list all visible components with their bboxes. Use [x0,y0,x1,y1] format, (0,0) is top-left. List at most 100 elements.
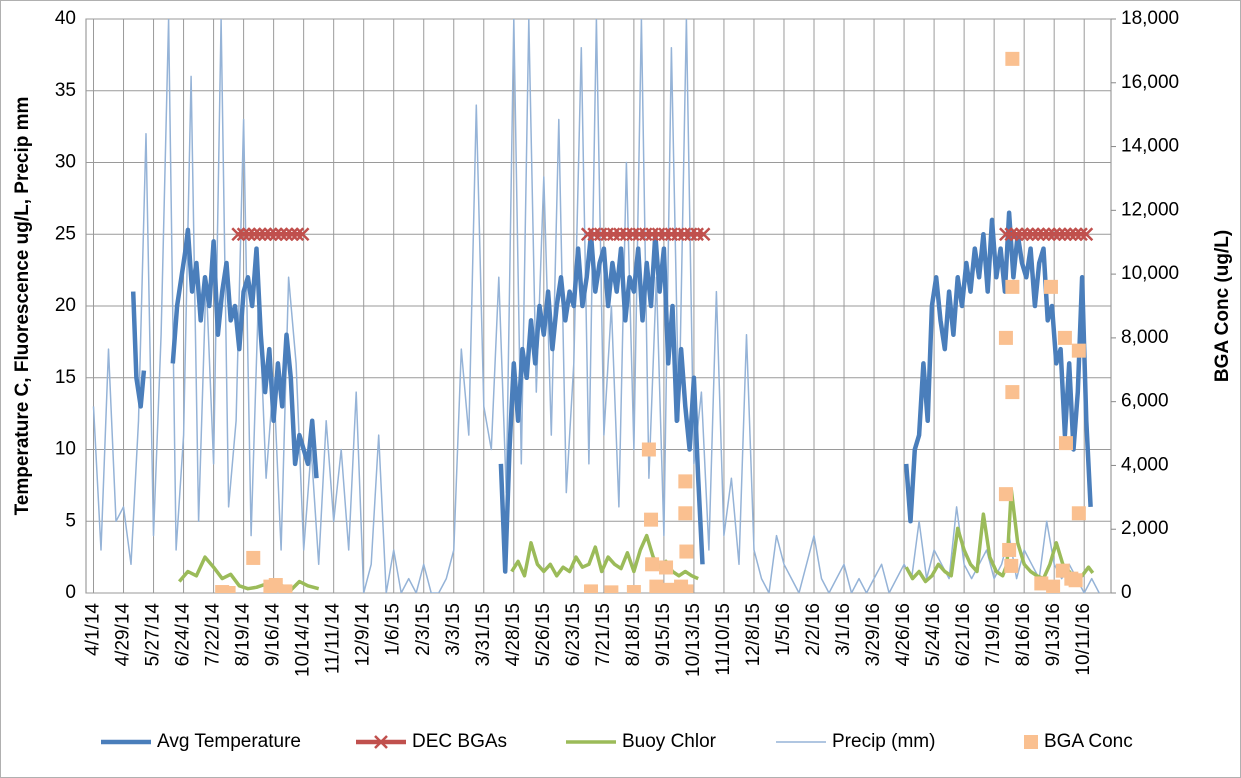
x-tick-label: 11/11/14 [323,603,344,675]
marker [1046,579,1061,593]
marker [236,227,251,242]
y-tick-label: 5 [65,510,76,531]
x-tick-label: 5/26/15 [533,603,554,666]
marker [284,227,299,242]
marker [258,227,272,242]
marker [679,584,694,593]
marker [1058,436,1073,451]
legend-label: BGA Conc [1044,731,1133,752]
legend-swatch [374,735,388,749]
marker [252,227,267,242]
marker [604,585,619,593]
x-tick-label: 3/29/16 [863,603,884,666]
marker [679,544,694,559]
marker [242,227,256,242]
x-tick-label: 5/24/16 [923,603,944,666]
marker [1034,576,1049,591]
marker [641,442,656,457]
legend-label: Buoy Chlor [622,731,717,752]
marker [1058,227,1072,242]
marker [644,512,659,527]
y-tick-label: 35 [55,80,76,101]
marker [279,227,294,242]
marker [678,474,693,489]
marker [583,584,598,593]
y-tick-label: 30 [55,152,76,173]
x-tick-label: 3/31/15 [473,603,494,666]
marker [1079,227,1094,242]
x-tick-label: 12/8/15 [743,603,764,666]
y-tick-label: 10 [55,439,76,460]
marker [626,585,641,593]
x-tick-label: 11/10/15 [713,603,734,676]
x-tick-label: 4/26/16 [893,603,914,666]
x-tick-label: 4/29/14 [113,603,134,667]
y-tick-label: 25 [55,223,76,244]
x-tick-label: 10/13/15 [683,603,704,677]
y2-tick-label: 16,000 [1121,72,1179,93]
marker [290,227,305,242]
marker [659,560,674,575]
marker [696,227,711,242]
y2-tick-label: 2,000 [1121,518,1169,539]
marker [231,227,246,242]
marker [661,582,676,593]
y2-axis-title: BGA Conc (ug/L) [1212,230,1233,382]
x-tick-label: 8/19/14 [233,603,254,667]
marker [1068,227,1083,242]
y2-tick-label: 0 [1121,582,1132,603]
x-tick-label: 6/23/15 [563,603,584,666]
y-axis-title: Temperature C, Fluorescence ug/L, Precip… [12,97,33,516]
y2-tick-label: 18,000 [1121,8,1179,29]
y2-tick-label: 10,000 [1121,263,1179,284]
marker [1036,227,1051,242]
x-tick-label: 8/18/15 [623,603,644,666]
marker [274,227,289,242]
x-tick-label: 9/13/16 [1043,603,1064,666]
x-tick-label: 6/21/16 [953,603,974,666]
x-tick-label: 2/3/15 [413,603,434,656]
marker [278,584,293,593]
y-tick-label: 20 [55,295,76,316]
x-tick-label: 7/22/14 [203,603,224,667]
series-line [130,210,1093,574]
x-tick-label: 1/6/15 [383,603,404,656]
marker [295,227,310,242]
x-tick-label: 9/16/14 [263,603,284,667]
legend-swatch [1024,735,1038,749]
marker [998,330,1013,345]
marker [1005,385,1020,400]
x-tick-label: 8/16/16 [1013,603,1034,666]
y2-tick-label: 8,000 [1121,327,1169,348]
legend-label: Precip (mm) [832,731,935,752]
x-tick-label: 4/28/15 [503,603,524,666]
marker [1047,227,1062,242]
y-tick-label: 0 [65,582,76,603]
marker [1041,227,1056,242]
marker [1074,227,1088,242]
marker [263,227,278,242]
y-tick-label: 40 [55,8,76,29]
marker [1009,227,1024,242]
x-tick-label: 4/1/14 [83,603,104,656]
marker [1068,573,1083,588]
marker [1005,279,1020,294]
legend-label: DEC BGAs [412,731,507,752]
x-tick-label: 10/11/16 [1073,603,1094,676]
x-tick-label: 5/27/14 [143,603,164,667]
marker [1002,542,1017,557]
marker [247,227,262,242]
marker [246,550,261,565]
x-tick-label: 12/9/14 [353,603,374,667]
y2-tick-label: 6,000 [1121,391,1169,412]
marker [1063,227,1078,242]
marker [1071,506,1086,521]
marker [678,506,693,521]
x-tick-label: 6/24/14 [173,603,194,667]
marker [221,586,236,593]
x-tick-label: 3/1/16 [833,603,854,656]
marker [649,579,664,593]
marker [645,557,660,572]
marker [1005,51,1020,66]
